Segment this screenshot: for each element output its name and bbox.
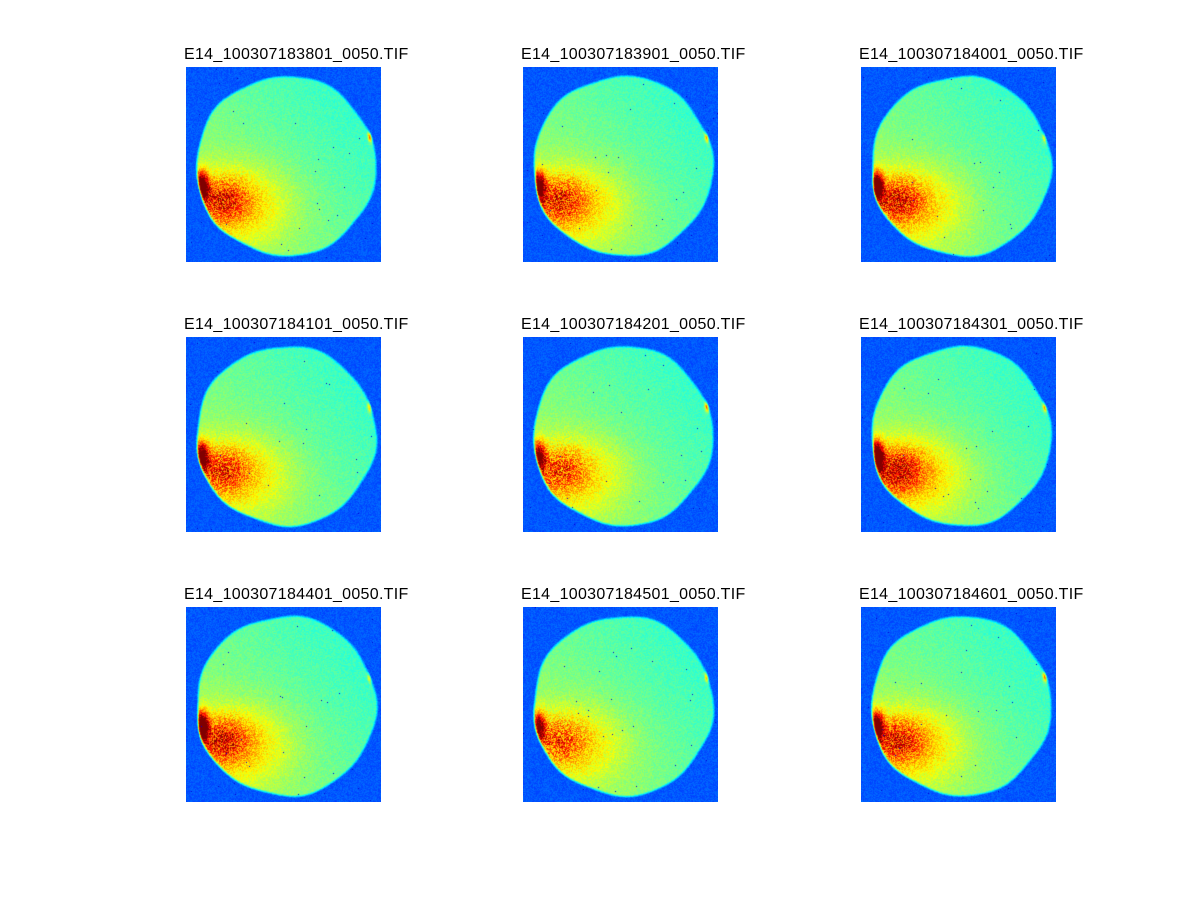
subplot-8: E14_100307184501_0050.TIF [521, 586, 745, 802]
heatmap-image [861, 67, 1056, 262]
subplot-title: E14_100307184001_0050.TIF [859, 46, 1084, 63]
subplot-title: E14_100307184601_0050.TIF [859, 586, 1084, 603]
subplot-title: E14_100307184401_0050.TIF [184, 586, 409, 603]
subplot-title: E14_100307184501_0050.TIF [521, 586, 746, 603]
heatmap-image [523, 337, 718, 532]
subplot-title: E14_100307184301_0050.TIF [859, 316, 1084, 333]
subplot-4: E14_100307184101_0050.TIF [184, 316, 408, 532]
subplot-title: E14_100307184201_0050.TIF [521, 316, 746, 333]
heatmap-image [523, 67, 718, 262]
heatmap-image [861, 607, 1056, 802]
heatmap-image [186, 607, 381, 802]
heatmap-image [861, 337, 1056, 532]
subplot-1: E14_100307183801_0050.TIF [184, 46, 408, 262]
subplot-3: E14_100307184001_0050.TIF [859, 46, 1083, 262]
heatmap-image [523, 607, 718, 802]
subplot-title: E14_100307183901_0050.TIF [521, 46, 746, 63]
subplot-2: E14_100307183901_0050.TIF [521, 46, 745, 262]
subplot-5: E14_100307184201_0050.TIF [521, 316, 745, 532]
subplot-6: E14_100307184301_0050.TIF [859, 316, 1083, 532]
subplot-7: E14_100307184401_0050.TIF [184, 586, 408, 802]
subplot-title: E14_100307184101_0050.TIF [184, 316, 409, 333]
subplot-title: E14_100307183801_0050.TIF [184, 46, 409, 63]
heatmap-image [186, 337, 381, 532]
heatmap-image [186, 67, 381, 262]
subplot-9: E14_100307184601_0050.TIF [859, 586, 1083, 802]
